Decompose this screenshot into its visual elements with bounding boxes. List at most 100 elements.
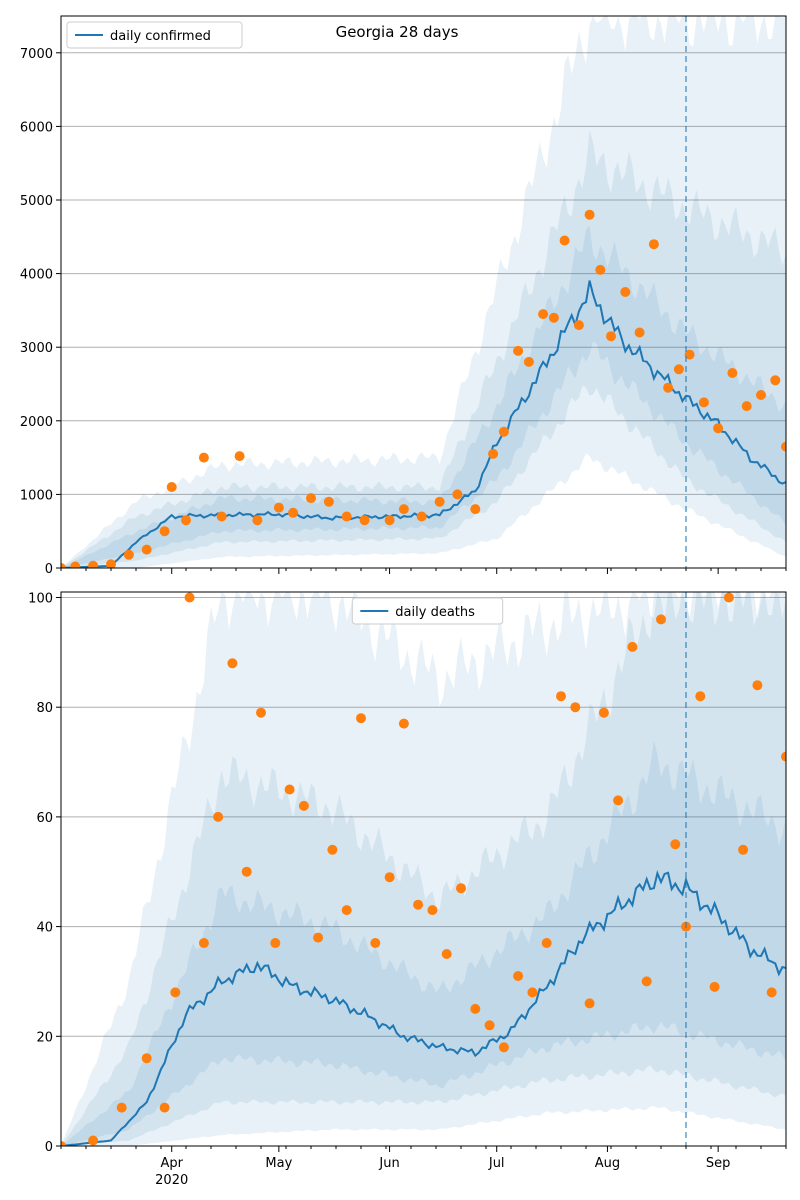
observed-point: [538, 309, 549, 320]
observed-point: [141, 544, 152, 555]
observed-point: [770, 375, 781, 386]
observed-point: [241, 866, 252, 877]
legend: daily confirmed: [66, 21, 243, 49]
y-tick-label: 3000: [20, 341, 53, 356]
x-tick-label: Aug: [595, 1156, 620, 1171]
observed-point: [252, 515, 263, 526]
observed-point: [384, 515, 395, 526]
observed-point: [513, 345, 524, 356]
observed-point: [398, 718, 409, 729]
confidence-band-1: [61, 592, 786, 1146]
observed-point: [452, 489, 463, 500]
observed-point: [323, 496, 334, 507]
observed-point: [781, 441, 786, 452]
plot-area: [61, 592, 786, 1146]
y-tick-label: 0: [45, 562, 53, 577]
observed-point: [673, 364, 684, 375]
observed-point: [234, 451, 245, 462]
observed-point: [527, 987, 538, 998]
observed-point: [181, 515, 191, 526]
observed-point: [695, 691, 706, 702]
observed-point: [723, 592, 734, 603]
observed-point: [456, 883, 466, 894]
observed-point: [684, 349, 695, 360]
observed-point: [398, 504, 409, 515]
y-tick-label: 40: [36, 921, 53, 936]
observed-point: [306, 493, 316, 504]
model-line: [61, 870, 786, 1146]
observed-point: [698, 397, 709, 408]
legend-label: daily deaths: [395, 605, 475, 620]
observed-point: [116, 1102, 127, 1113]
observed-point: [548, 312, 559, 323]
confidence-band-3: [61, 740, 786, 1146]
observed-point: [541, 938, 552, 948]
y-tick-label: 20: [36, 1030, 53, 1045]
axes-frame: [60, 591, 787, 1147]
observed-point: [523, 356, 534, 367]
observed-point: [663, 382, 674, 393]
observed-point: [284, 784, 295, 795]
observed-point: [670, 839, 681, 850]
observed-point: [106, 559, 116, 568]
observed-point: [427, 905, 438, 916]
y-tick-label: 2000: [20, 415, 53, 430]
observed-point: [227, 658, 238, 669]
observed-point: [656, 614, 666, 625]
x-tick-label: Jul: [488, 1156, 505, 1171]
confirmed-panel: 0 1000 2000 3000 4000 5000 6000 7000 daily confi…: [20, 15, 787, 577]
observed-point: [61, 563, 66, 568]
observed-point: [738, 844, 749, 855]
observed-point: [313, 932, 324, 943]
y-tick-label: 60: [36, 811, 53, 826]
observed-point: [752, 680, 763, 691]
y-tick-label: 80: [36, 701, 53, 716]
observed-point: [256, 707, 266, 718]
observed-point: [170, 987, 181, 998]
observed-point: [441, 949, 452, 959]
observed-point: [123, 549, 134, 560]
observed-point: [570, 702, 581, 713]
observed-point: [634, 327, 645, 338]
observed-point: [484, 1020, 495, 1031]
observed-point: [595, 264, 606, 275]
observed-point: [356, 713, 366, 724]
chart-title: Georgia 28 days: [336, 23, 459, 41]
observed-point: [184, 592, 195, 603]
observed-point: [298, 800, 309, 811]
confidence-band-1: [61, 16, 786, 568]
observed-point: [627, 641, 638, 652]
observed-point: [341, 905, 352, 916]
confidence-band-3: [61, 225, 786, 568]
observed-point: [327, 844, 338, 855]
observed-point: [159, 526, 170, 537]
observed-point: [413, 899, 424, 910]
observed-point: [584, 998, 595, 1009]
y-tick-label: 100: [28, 591, 53, 606]
observed-point: [559, 235, 570, 246]
observed-point: [498, 426, 509, 437]
observed-point: [141, 1053, 152, 1064]
observed-point: [288, 507, 299, 518]
observed-point: [216, 511, 227, 522]
observed-point: [70, 561, 81, 568]
x-tick-sublabel: 2020: [155, 1173, 188, 1188]
observed-point: [606, 331, 616, 342]
observed-point: [341, 511, 352, 522]
legend-box: [66, 21, 243, 49]
observed-point: [766, 987, 777, 998]
legend-box: [351, 597, 504, 625]
observed-point: [556, 691, 566, 702]
y-tick-label: 1000: [20, 488, 53, 503]
x-tick-label: Apr: [160, 1156, 183, 1171]
observed-point: [359, 515, 370, 526]
confidence-band-2: [61, 592, 786, 1146]
observed-point: [498, 1042, 509, 1053]
y-tick-label: 0: [45, 1140, 53, 1155]
plot-area: [61, 16, 786, 568]
observed-point: [584, 209, 595, 220]
legend-label: daily confirmed: [110, 29, 211, 44]
observed-point: [159, 1102, 170, 1113]
x-tick-label: May: [265, 1156, 292, 1171]
